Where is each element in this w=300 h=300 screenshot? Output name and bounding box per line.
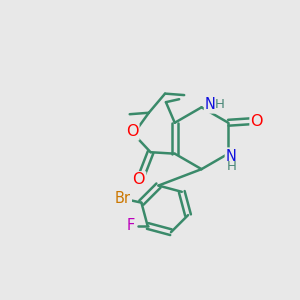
Text: O: O: [250, 114, 263, 129]
Text: O: O: [126, 124, 138, 140]
Text: O: O: [133, 172, 145, 188]
Text: H: H: [226, 160, 236, 172]
Text: N: N: [226, 148, 237, 164]
Text: H: H: [215, 98, 225, 111]
Text: F: F: [127, 218, 135, 233]
Text: N: N: [205, 98, 216, 112]
Text: Br: Br: [115, 191, 131, 206]
